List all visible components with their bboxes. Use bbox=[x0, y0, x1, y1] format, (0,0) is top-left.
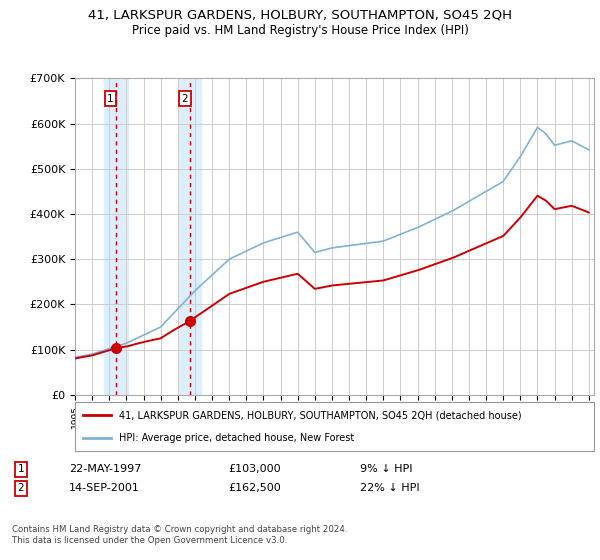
Text: 22-MAY-1997: 22-MAY-1997 bbox=[69, 464, 142, 474]
Text: 1: 1 bbox=[107, 94, 114, 104]
Text: 22% ↓ HPI: 22% ↓ HPI bbox=[360, 483, 419, 493]
Text: 9% ↓ HPI: 9% ↓ HPI bbox=[360, 464, 413, 474]
Text: HPI: Average price, detached house, New Forest: HPI: Average price, detached house, New … bbox=[119, 433, 355, 443]
Text: £103,000: £103,000 bbox=[228, 464, 281, 474]
Text: £162,500: £162,500 bbox=[228, 483, 281, 493]
Text: 41, LARKSPUR GARDENS, HOLBURY, SOUTHAMPTON, SO45 2QH (detached house): 41, LARKSPUR GARDENS, HOLBURY, SOUTHAMPT… bbox=[119, 410, 522, 421]
Text: 2: 2 bbox=[17, 483, 25, 493]
Bar bbox=[104, 78, 128, 395]
Text: 2: 2 bbox=[181, 94, 188, 104]
Text: Price paid vs. HM Land Registry's House Price Index (HPI): Price paid vs. HM Land Registry's House … bbox=[131, 24, 469, 36]
Text: 41, LARKSPUR GARDENS, HOLBURY, SOUTHAMPTON, SO45 2QH: 41, LARKSPUR GARDENS, HOLBURY, SOUTHAMPT… bbox=[88, 8, 512, 21]
Bar bbox=[179, 78, 201, 395]
Text: 1: 1 bbox=[17, 464, 25, 474]
Text: Contains HM Land Registry data © Crown copyright and database right 2024.
This d: Contains HM Land Registry data © Crown c… bbox=[12, 525, 347, 545]
Text: 14-SEP-2001: 14-SEP-2001 bbox=[69, 483, 140, 493]
